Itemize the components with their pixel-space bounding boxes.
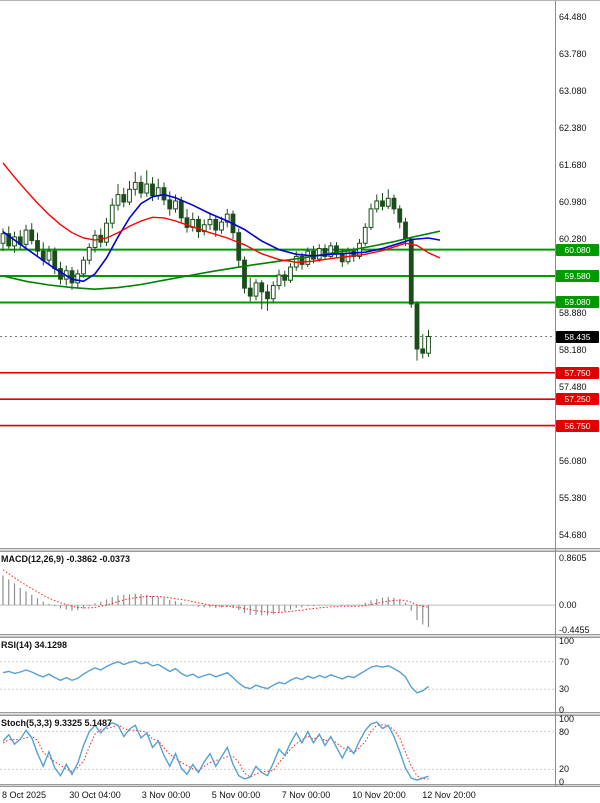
stoch-axis-label: 80 xyxy=(559,726,570,737)
moving-averages xyxy=(2,162,441,291)
price-level-badge: 59.080 xyxy=(556,296,599,309)
rsi-axis-label: 0 xyxy=(559,705,565,715)
stochastic-panel xyxy=(0,721,555,781)
time-tick-label: 7 Nov 00:00 xyxy=(281,790,331,800)
price-tick-label: 60.980 xyxy=(559,197,587,207)
panel-separator-macd-rsi[interactable] xyxy=(0,634,600,638)
time-tick-label: 8 Oct 2025 xyxy=(2,790,47,800)
rsi-axis-label: 100 xyxy=(559,636,575,646)
stoch-indicator-label: Stoch(5,3,3) 9.3325 5.1487 xyxy=(1,718,113,728)
price-axis-divider xyxy=(555,1,556,787)
price-level-badge: 57.750 xyxy=(556,366,599,379)
price-tick-label: 54.680 xyxy=(559,530,587,541)
rsi-panel xyxy=(0,660,555,694)
price-tick-label: 55.380 xyxy=(559,493,587,504)
price-tick-label: 60.280 xyxy=(559,234,587,244)
time-tick-label: 30 Oct 04:00 xyxy=(69,790,121,800)
price-level-badge: 58.435 xyxy=(556,330,599,343)
panel-separator-rsi-stoch[interactable] xyxy=(0,712,600,716)
price-tick-label: 57.480 xyxy=(559,382,587,393)
price-level-badge: 60.080 xyxy=(556,243,599,256)
panel-separator-stoch-timeaxis xyxy=(0,784,600,787)
price-tick-label: 58.880 xyxy=(559,308,587,319)
rsi-axis-label: 30 xyxy=(559,684,570,695)
macd-panel xyxy=(0,569,555,628)
time-tick-label: 12 Nov 20:00 xyxy=(422,790,476,800)
stoch-axis-label: 0 xyxy=(559,777,565,787)
price-tick-label: 63.780 xyxy=(559,49,587,59)
price-tick-label: 58.180 xyxy=(559,345,587,356)
price-level-badge: 56.750 xyxy=(556,419,599,432)
stoch-axis-label: 20 xyxy=(559,764,570,775)
price-tick-label: 56.080 xyxy=(559,456,587,467)
price-axis[interactable]: 64.480 63.780 63.080 62.380 61.680 60.980 60.2… xyxy=(556,1,600,787)
price-tick-label: 63.080 xyxy=(559,86,587,96)
macd-axis-label: 0.8605 xyxy=(559,553,587,563)
time-tick-label: 10 Nov 20:00 xyxy=(352,790,406,800)
price-level-badge: 59.580 xyxy=(556,270,599,282)
rsi-axis-label: 70 xyxy=(559,656,570,667)
price-level-badge: 57.250 xyxy=(556,393,599,406)
candlestick-series xyxy=(0,170,431,361)
price-tick-label: 64.480 xyxy=(559,12,587,22)
time-tick-label: 5 Nov 00:00 xyxy=(211,790,261,800)
rsi-indicator-label: RSI(14) 34.1298 xyxy=(1,640,68,650)
macd-indicator-label: MACD(12,26,9) -0.3862 -0.0373 xyxy=(1,554,131,564)
panel-separator-main-macd[interactable] xyxy=(0,548,600,552)
time-tick-label: 3 Nov 00:00 xyxy=(141,790,191,800)
price-tick-label: 62.380 xyxy=(559,123,587,133)
time-axis[interactable]: 8 Oct 2025 30 Oct 04:00 3 Nov 00:00 5 Nov 0… xyxy=(0,787,600,803)
stoch-axis-label: 100 xyxy=(559,714,575,724)
macd-axis-label: 0.00 xyxy=(559,600,577,611)
macd-axis-label: -0.4455 xyxy=(559,625,590,636)
price-tick-label: 61.680 xyxy=(559,160,587,170)
